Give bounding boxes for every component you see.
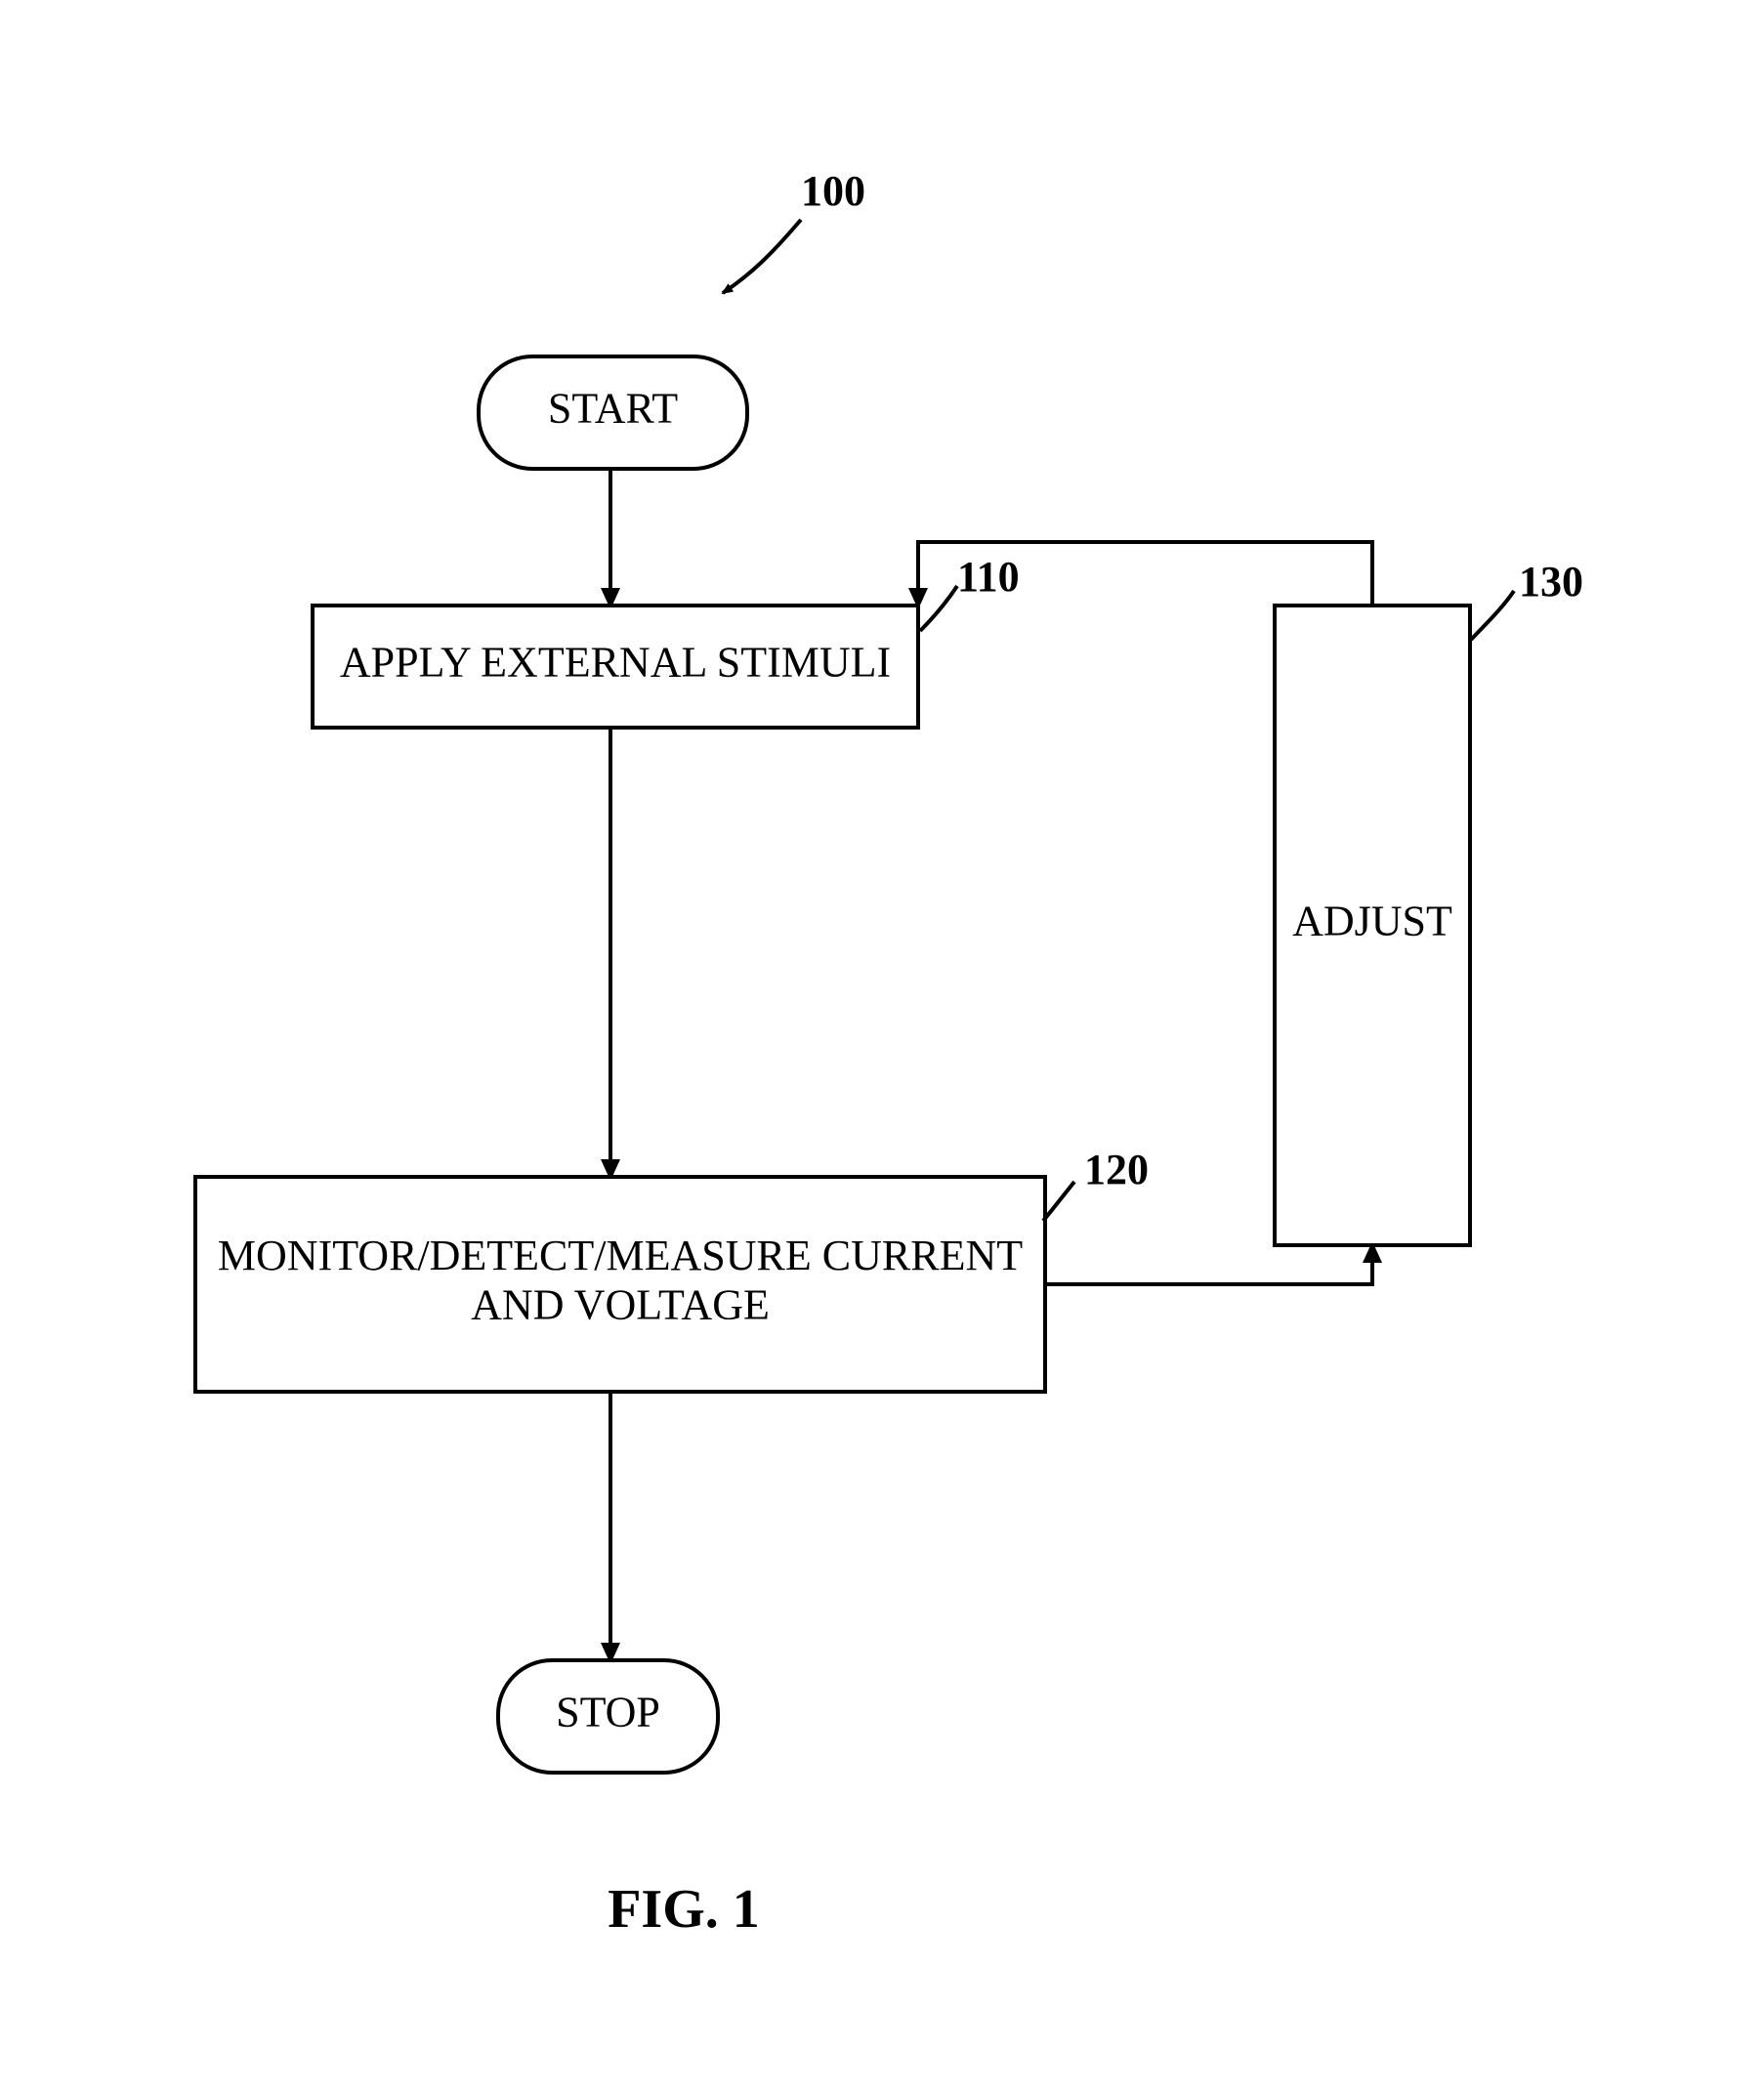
- leader-110: [920, 586, 957, 631]
- node-label-monitor: AND VOLTAGE: [471, 1280, 770, 1328]
- ref-110: 110: [957, 553, 1020, 601]
- node-label-adjust: ADJUST: [1292, 898, 1452, 945]
- figure-ref-100: 100: [801, 167, 865, 215]
- figure-caption: FIG. 1: [608, 1879, 760, 1940]
- node-label-apply: APPLY EXTERNAL STIMULI: [340, 639, 891, 687]
- node-label-start: START: [548, 385, 678, 433]
- leader-130: [1471, 591, 1514, 640]
- nodes: START APPLY EXTERNAL STIMULI MONITOR/DETEC…: [195, 356, 1470, 1773]
- edge-monitor-adjust: [1045, 1245, 1372, 1284]
- ref-130: 130: [1519, 558, 1583, 606]
- ref-120: 120: [1084, 1146, 1149, 1193]
- node-label-monitor: MONITOR/DETECT/MEASURE CURRENT: [218, 1232, 1023, 1279]
- leader-120: [1043, 1182, 1074, 1221]
- node-label-stop: STOP: [556, 1689, 660, 1736]
- flowchart-diagram: START APPLY EXTERNAL STIMULI MONITOR/DETEC…: [0, 0, 1764, 2090]
- leader-100: [723, 220, 801, 293]
